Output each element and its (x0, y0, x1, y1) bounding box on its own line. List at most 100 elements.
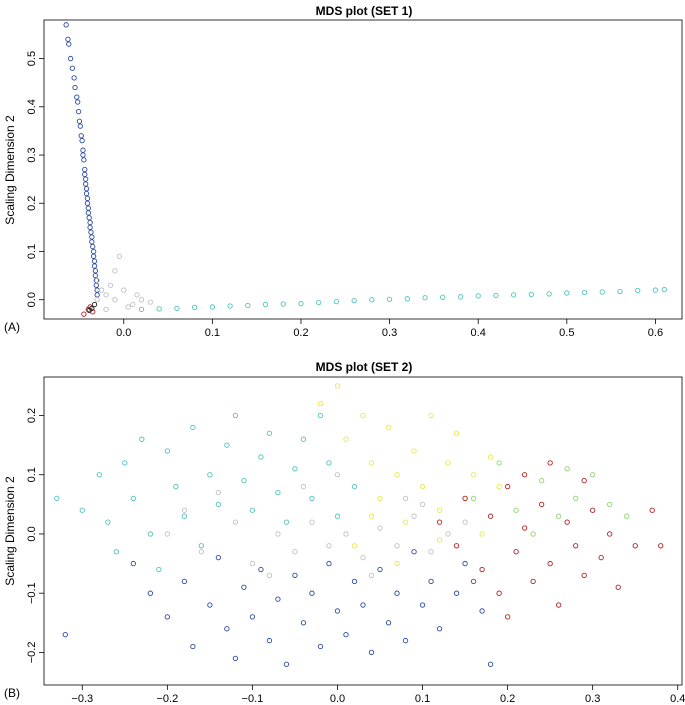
point-cyan (224, 442, 230, 448)
point-cyan (156, 566, 162, 573)
point-blue (428, 578, 434, 584)
point-cyan (316, 299, 322, 306)
point-cyan (440, 294, 446, 300)
point-yellow (445, 460, 451, 466)
point-gray (462, 519, 468, 525)
point-cyan (528, 291, 535, 298)
point-gray (266, 572, 273, 579)
point-cyan (581, 289, 588, 296)
point-blue (89, 234, 95, 240)
point-gray (326, 543, 332, 549)
point-red (564, 519, 570, 525)
point-cyan (351, 298, 357, 304)
panel-label-b: (B) (4, 686, 20, 700)
point-red (547, 460, 553, 466)
point-cyan (105, 519, 111, 525)
point-blue (224, 626, 230, 632)
point-red (590, 507, 596, 513)
x-tick-label: 0.5 (559, 327, 574, 339)
point-blue (94, 287, 100, 293)
point-cyan (475, 293, 481, 299)
point-blue (130, 560, 136, 567)
point-blue (83, 186, 90, 192)
chart-b-title: MDS plot (SET 2) (316, 360, 413, 374)
point-red (521, 472, 528, 478)
point-cyan (599, 289, 605, 295)
point-cyan (174, 305, 180, 312)
point-blue (462, 560, 468, 567)
chart-a-x-axis: 0.0 0.1 0.2 0.3 0.4 0.5 0.6 (116, 319, 663, 339)
point-blue (215, 555, 222, 561)
point-blue (72, 84, 78, 91)
point-blue (232, 655, 239, 661)
y-tick-label: 0.3 (26, 147, 38, 162)
x-tick-label: 0.2 (500, 693, 515, 705)
point-blue (82, 181, 89, 187)
point-red (615, 584, 621, 590)
point-gray (377, 525, 383, 531)
point-yellow (411, 448, 417, 454)
point-blue (241, 584, 247, 590)
point-cyan (546, 291, 552, 297)
point-blue (66, 41, 72, 47)
point-blue (81, 157, 87, 163)
point-yellow (377, 495, 383, 502)
point-blue (87, 224, 93, 231)
point-cyan (96, 472, 102, 478)
point-gray (112, 268, 118, 274)
point-cyan (113, 549, 119, 555)
point-blue (79, 137, 85, 144)
point-gray (360, 555, 366, 561)
point-yellow (453, 430, 460, 436)
point-gray (134, 292, 140, 298)
point-red (547, 560, 553, 567)
point-black (86, 307, 92, 313)
point-blue (76, 118, 83, 124)
point-cyan (198, 543, 205, 549)
point-blue (84, 195, 91, 202)
point-yellow (343, 436, 349, 442)
point-green (573, 495, 579, 502)
point-green (530, 531, 536, 537)
point-blue (164, 614, 170, 620)
point-blue (190, 643, 196, 650)
point-cyan (207, 472, 213, 478)
point-cyan (266, 430, 273, 436)
point-cyan (173, 483, 179, 490)
x-tick-label: −0.1 (242, 693, 264, 705)
point-cyan (292, 466, 298, 472)
point-gray (164, 531, 170, 537)
point-red (521, 525, 528, 531)
point-blue (71, 75, 77, 81)
point-blue (92, 268, 99, 274)
panel-label-a: (A) (4, 320, 20, 334)
point-yellow (470, 472, 477, 478)
point-red (470, 578, 477, 584)
point-blue (249, 614, 256, 620)
point-blue (90, 248, 97, 255)
point-cyan (404, 296, 410, 302)
point-blue (309, 590, 315, 596)
point-gray (402, 495, 409, 502)
point-blue (360, 602, 366, 608)
point-blue (181, 578, 188, 584)
point-cyan (652, 287, 659, 293)
point-blue (91, 258, 98, 264)
point-cyan (280, 301, 286, 307)
point-blue (82, 166, 88, 173)
point-blue (487, 661, 494, 667)
point-cyan (300, 436, 307, 442)
point-cyan (209, 304, 216, 310)
point-green (564, 466, 570, 472)
point-blue (283, 661, 290, 667)
point-blue (147, 590, 153, 596)
point-red (658, 543, 664, 549)
x-tick-label: 0.4 (471, 327, 486, 339)
x-tick-label: 0.1 (415, 693, 430, 705)
point-yellow (394, 560, 400, 567)
point-red (649, 507, 655, 513)
point-red (462, 495, 468, 502)
point-red (453, 543, 460, 549)
x-tick-label: −0.2 (156, 693, 178, 705)
